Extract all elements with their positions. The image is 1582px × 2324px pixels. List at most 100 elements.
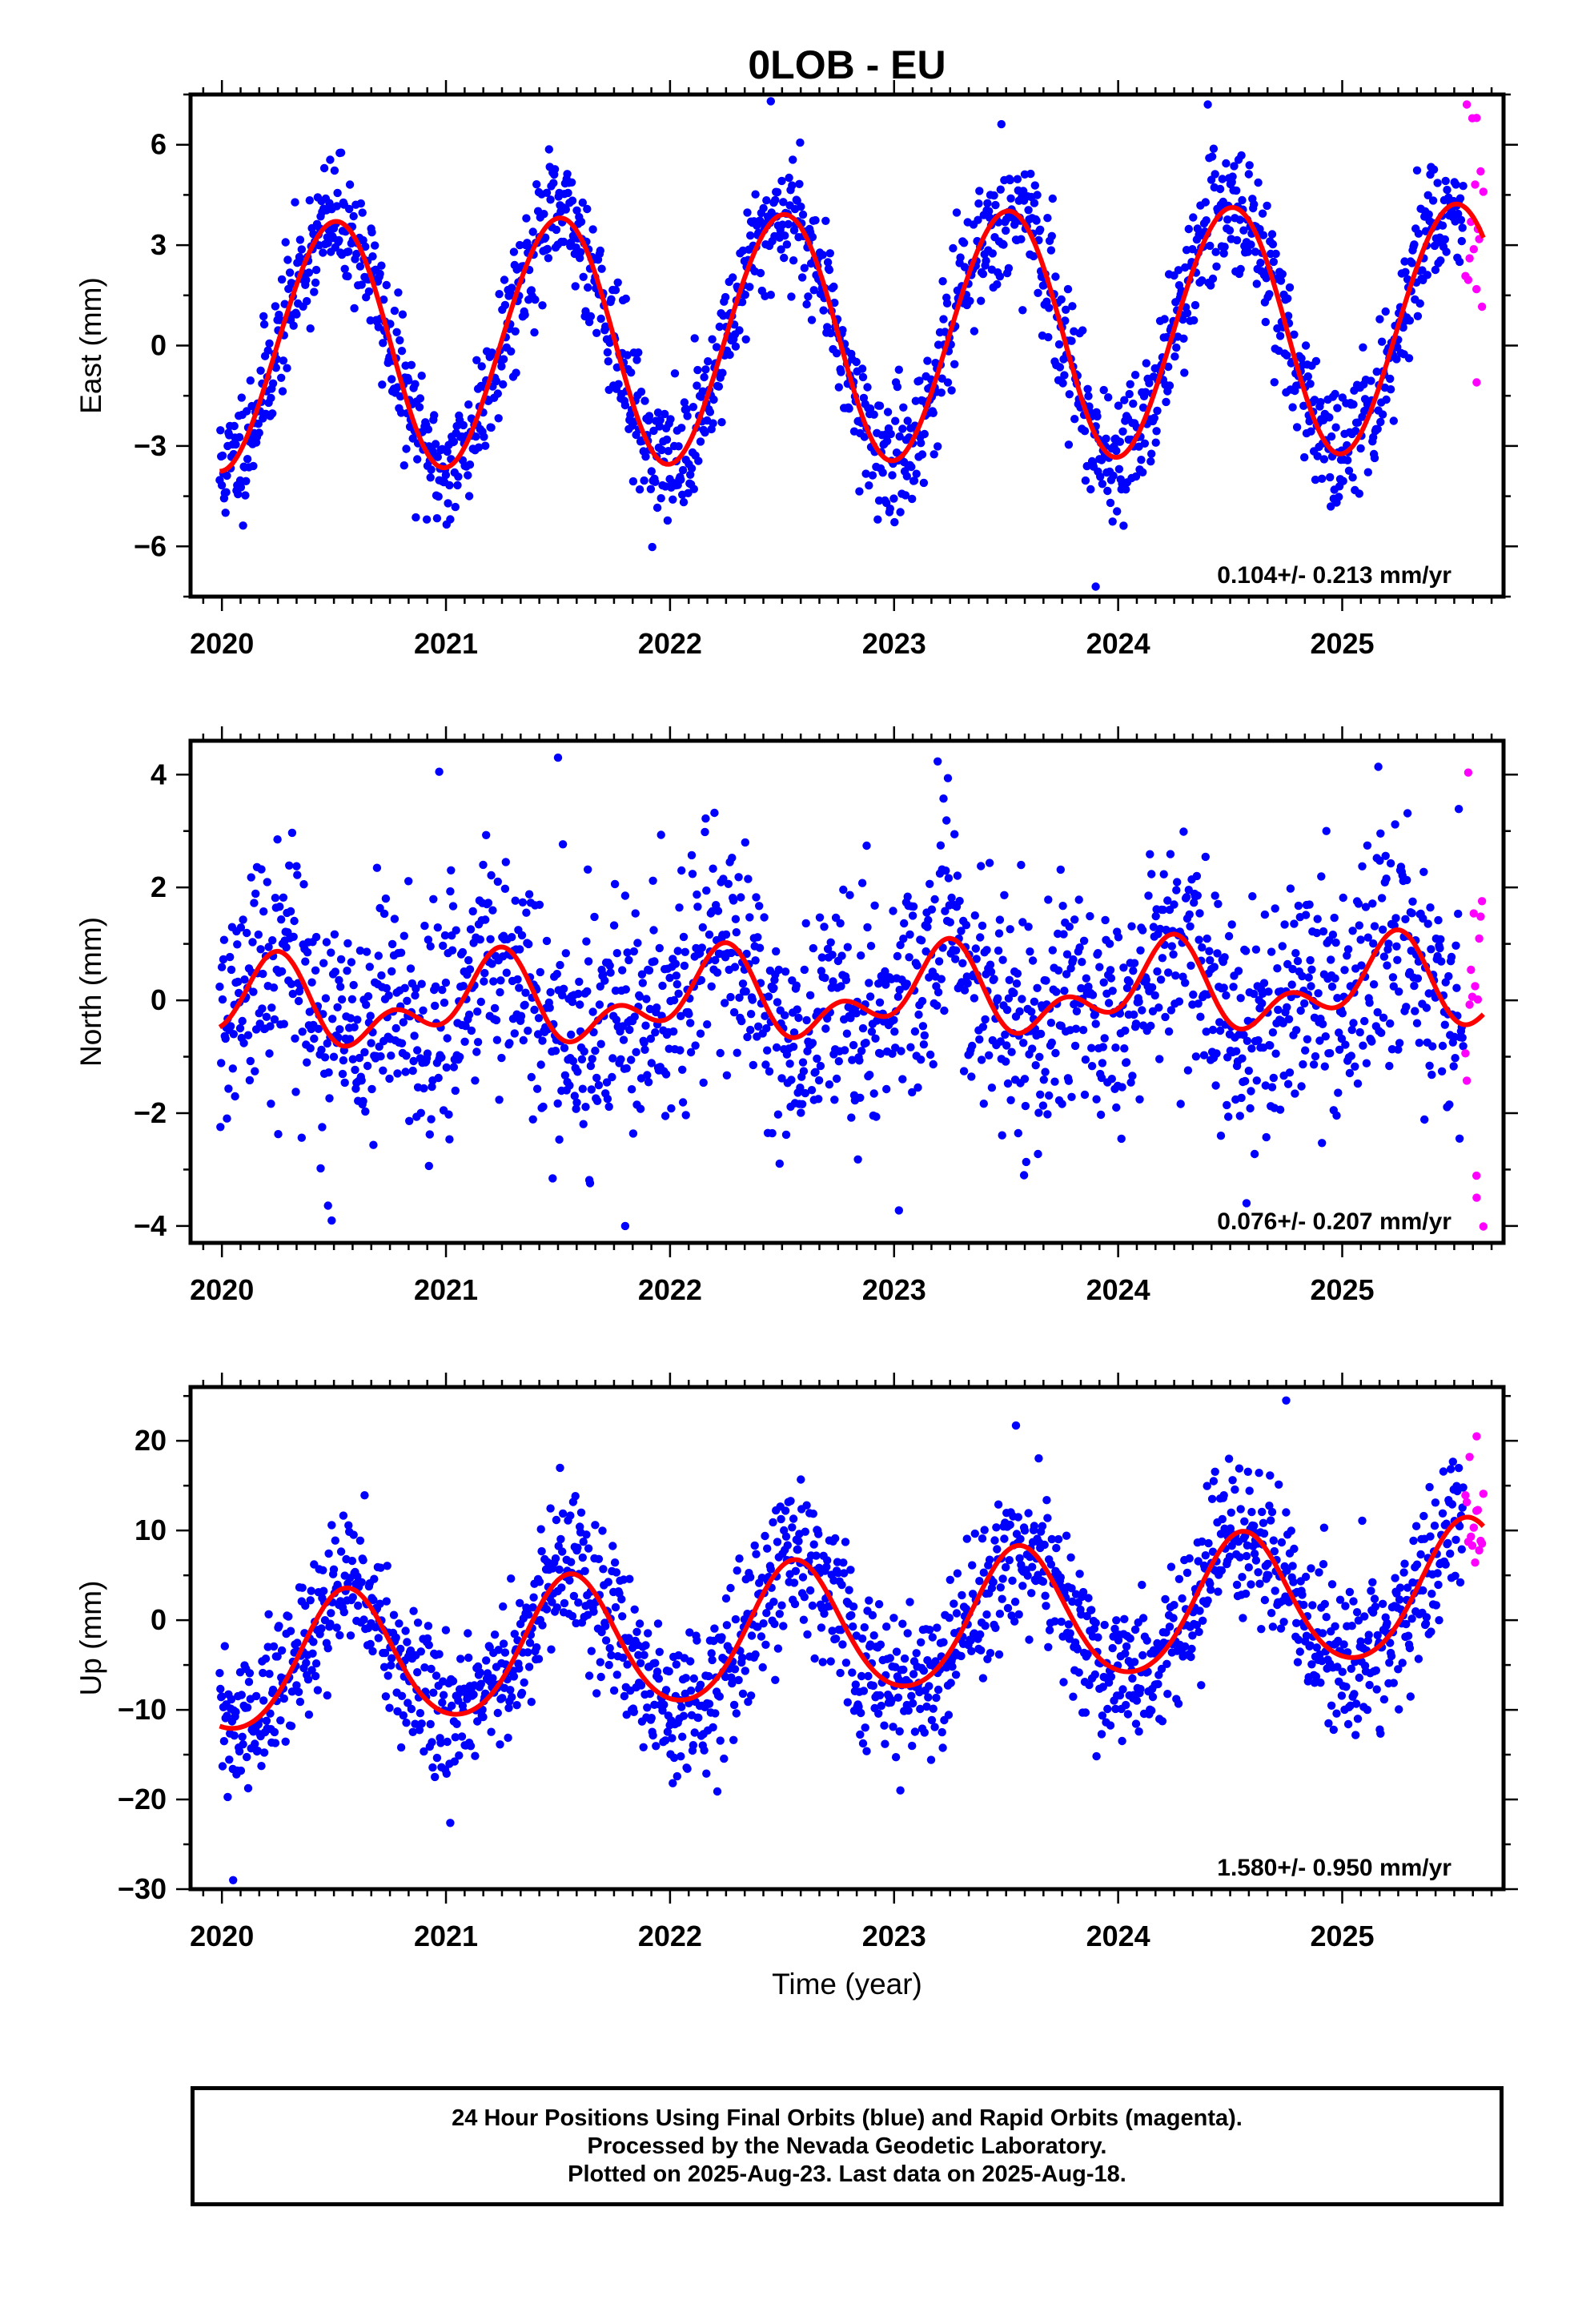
east-final-point — [684, 489, 693, 497]
east-final-point — [1316, 398, 1325, 407]
north-final-point — [982, 946, 991, 955]
north-final-point — [1220, 953, 1229, 962]
up-final-point — [259, 1668, 267, 1678]
east-final-point — [937, 388, 946, 397]
east-final-point — [823, 323, 832, 332]
east-final-point — [507, 347, 516, 356]
north-final-point — [532, 1084, 542, 1093]
east-final-point — [278, 387, 287, 396]
north-final-point — [1244, 1066, 1254, 1076]
north-final-point — [1182, 893, 1191, 902]
up-final-point — [466, 1742, 476, 1751]
east-final-point — [487, 423, 496, 432]
north-final-point — [705, 930, 714, 939]
north-final-point — [1028, 956, 1038, 965]
east-x-tick-label: 2020 — [190, 627, 254, 660]
up-final-point — [617, 1594, 626, 1604]
north-final-point — [731, 915, 741, 923]
east-final-point — [1211, 247, 1220, 256]
north-final-point — [789, 1042, 798, 1051]
north-final-point — [950, 830, 959, 838]
north-final-point — [1134, 997, 1143, 1007]
north-final-point — [940, 1006, 949, 1015]
up-final-point — [442, 1769, 451, 1778]
north-final-point — [351, 1065, 359, 1075]
north-final-point — [1368, 899, 1377, 908]
up-final-point — [464, 1653, 473, 1663]
up-final-point — [552, 1603, 561, 1612]
east-final-point — [832, 349, 841, 358]
north-final-point — [816, 1061, 825, 1071]
north-final-point — [937, 975, 946, 983]
east-final-point — [974, 199, 983, 208]
up-final-point — [952, 1609, 962, 1618]
north-final-point — [1151, 911, 1160, 921]
up-final-point — [636, 1659, 645, 1667]
north-final-point — [359, 1096, 367, 1106]
north-final-point — [480, 977, 488, 986]
east-final-point — [1300, 452, 1309, 462]
north-final-point — [606, 968, 615, 977]
north-final-point — [1005, 975, 1014, 985]
east-final-point — [901, 491, 910, 500]
east-final-point — [670, 369, 680, 378]
north-final-point — [1331, 974, 1339, 983]
east-final-point — [875, 401, 885, 410]
north-final-point — [249, 987, 258, 996]
east-final-point — [1131, 472, 1141, 481]
north-final-point — [719, 875, 728, 883]
east-final-point — [1270, 378, 1279, 387]
up-final-point — [527, 1698, 536, 1707]
east-final-point — [741, 335, 750, 344]
up-final-point — [251, 1691, 261, 1701]
north-final-point — [752, 893, 761, 902]
north-final-point — [267, 1100, 275, 1108]
north-final-point — [1122, 1058, 1131, 1067]
east-final-point — [275, 316, 284, 324]
north-final-point — [558, 991, 567, 1000]
up-final-point — [592, 1689, 601, 1698]
north-final-point — [927, 905, 937, 914]
up-final-point — [707, 1649, 716, 1658]
up-final-point — [231, 1707, 240, 1716]
east-final-point — [361, 242, 370, 251]
east-final-point — [949, 243, 958, 253]
up-final-point — [403, 1638, 412, 1647]
east-final-point — [480, 432, 488, 441]
north-final-point — [492, 1015, 501, 1025]
up-final-point — [809, 1510, 817, 1518]
north-final-point — [1118, 1083, 1126, 1092]
east-final-point — [1433, 179, 1442, 187]
up-final-point — [689, 1674, 698, 1683]
north-final-point — [1258, 999, 1267, 1008]
east-final-point — [1348, 473, 1357, 482]
east-final-point — [1047, 231, 1057, 240]
north-final-point — [967, 1072, 976, 1081]
east-final-point — [903, 416, 912, 425]
north-final-point — [856, 1093, 865, 1103]
north-final-point — [605, 961, 614, 971]
up-final-point — [995, 1610, 1005, 1618]
up-final-point — [387, 1661, 396, 1670]
east-final-point — [819, 306, 828, 315]
north-final-point — [511, 896, 520, 905]
up-final-point — [1057, 1617, 1066, 1626]
north-final-point — [535, 900, 544, 910]
north-final-point — [448, 902, 458, 911]
east-final-point — [1002, 226, 1010, 235]
up-final-point — [452, 1719, 461, 1728]
north-final-point — [629, 947, 638, 956]
north-final-point — [1222, 991, 1231, 1000]
north-final-point — [641, 1021, 650, 1030]
north-final-point — [1098, 1043, 1108, 1051]
east-points — [215, 97, 1488, 591]
east-final-point — [231, 440, 240, 449]
east-rapid-point — [1472, 284, 1481, 294]
north-final-point — [1024, 923, 1033, 931]
north-final-point — [1183, 1066, 1193, 1075]
north-final-point — [1259, 979, 1269, 987]
up-final-point — [1078, 1587, 1088, 1597]
up-final-point — [436, 1739, 445, 1747]
up-final-point — [520, 1678, 528, 1687]
east-final-point — [289, 321, 298, 330]
